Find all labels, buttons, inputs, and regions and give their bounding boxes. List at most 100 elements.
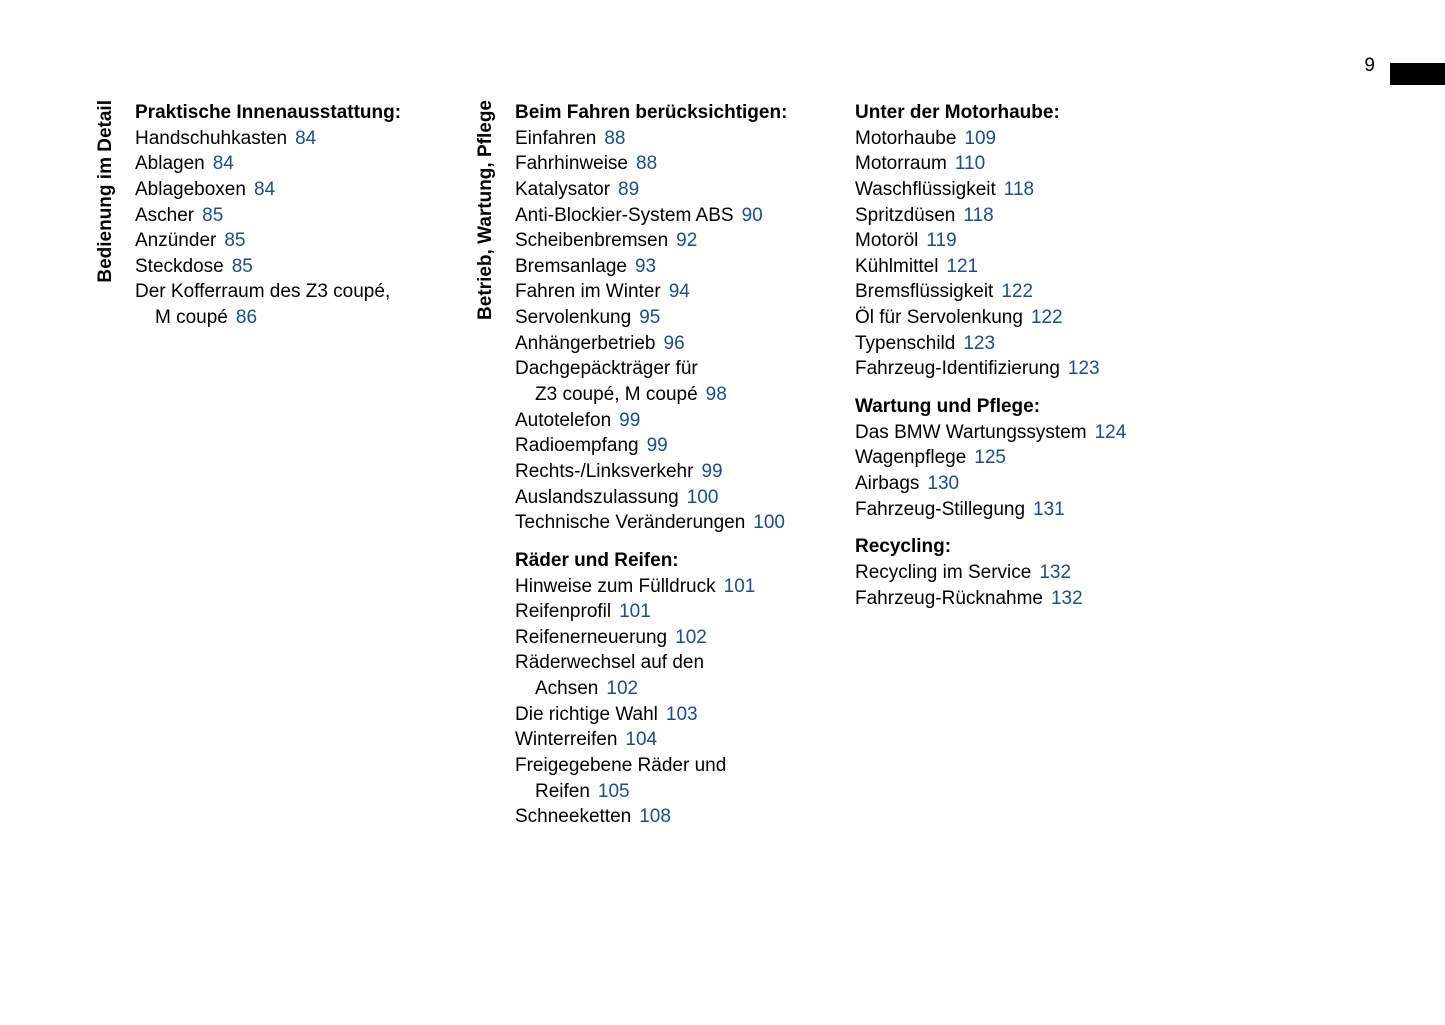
page-reference[interactable]: 85 <box>224 230 245 251</box>
column-content: Unter der Motorhaube:Motorhaube109Motorr… <box>855 100 1126 611</box>
page-reference[interactable]: 122 <box>1031 307 1063 328</box>
toc-entry: Recycling im Service132 <box>855 560 1126 586</box>
page-reference[interactable]: 94 <box>669 281 690 302</box>
toc-entry-text: M coupé <box>135 307 228 328</box>
page-reference[interactable]: 119 <box>926 230 956 251</box>
page-reference[interactable]: 84 <box>295 128 316 149</box>
page-reference[interactable]: 93 <box>635 256 656 277</box>
toc-entry-text: Z3 coupé, M coupé <box>515 384 698 405</box>
page-reference[interactable]: 118 <box>963 205 993 226</box>
toc-entry-text: Hinweise zum Fülldruck <box>515 576 716 597</box>
toc-entry: Katalysator89 <box>515 177 787 203</box>
page-reference[interactable]: 96 <box>664 333 685 354</box>
page-reference[interactable]: 90 <box>742 205 763 226</box>
toc-entry: Kühlmittel 121 <box>855 254 1126 280</box>
toc-entry: Airbags130 <box>855 471 1126 497</box>
toc-entry: Reifenprofil101 <box>515 599 787 625</box>
toc-entry-text: Rechts-/Linksverkehr <box>515 461 693 482</box>
page-reference[interactable]: 104 <box>625 729 657 750</box>
toc-entry: Radioempfang99 <box>515 433 787 459</box>
column-label: Bedienung im Detail <box>95 100 117 283</box>
page-reference[interactable]: 125 <box>974 447 1006 468</box>
page-reference[interactable]: 130 <box>927 473 959 494</box>
page-reference[interactable]: 88 <box>604 128 625 149</box>
toc-entry-text: Autotelefon <box>515 410 611 431</box>
toc-entry-text: Ablageboxen <box>135 179 246 200</box>
page-reference[interactable]: 98 <box>706 384 727 405</box>
toc-entry-text: Wagenpflege <box>855 447 966 468</box>
toc-entry: Räderwechsel auf den <box>515 650 787 676</box>
toc-entry: Reifenerneuerung 102 <box>515 625 787 651</box>
toc-entry-text: Fahrzeug-Stillegung <box>855 499 1025 520</box>
toc-entry-text: Motoröl <box>855 230 918 251</box>
page-reference[interactable]: 92 <box>676 230 697 251</box>
toc-entry: Motorraum110 <box>855 151 1126 177</box>
page-reference[interactable]: 84 <box>213 153 234 174</box>
toc-entry-text: Fahrzeug-Rücknahme <box>855 588 1043 609</box>
page-reference[interactable]: 99 <box>619 410 640 431</box>
page-reference[interactable]: 85 <box>232 256 253 277</box>
toc-entry-text: Reifenerneuerung <box>515 627 667 648</box>
page-reference[interactable]: 131 <box>1033 499 1065 520</box>
page-reference[interactable]: 123 <box>1068 358 1100 379</box>
page-reference[interactable]: 86 <box>236 307 257 328</box>
toc-entry-text: Kühlmittel <box>855 256 938 277</box>
toc-entry: Dachgepäckträger für <box>515 356 787 382</box>
toc-column: Bedienung im Detail Praktische Innenausst… <box>95 100 475 830</box>
page-reference[interactable]: 100 <box>687 487 719 508</box>
toc-entry-text: Anzünder <box>135 230 216 251</box>
page-reference[interactable]: 103 <box>666 704 698 725</box>
page-reference[interactable]: 124 <box>1095 422 1127 443</box>
toc-column: Unter der Motorhaube:Motorhaube109Motorr… <box>855 100 1235 830</box>
page-reference[interactable]: 101 <box>724 576 756 597</box>
section-heading: Praktische Innenausstattung: <box>135 100 401 126</box>
toc-entry-text: Fahren im Winter <box>515 281 661 302</box>
toc-entry: Ablagen84 <box>135 151 401 177</box>
page-reference[interactable]: 102 <box>606 678 638 699</box>
toc-entry-text: Steckdose <box>135 256 224 277</box>
page-reference[interactable]: 102 <box>675 627 707 648</box>
page-number: 9 <box>1364 55 1375 77</box>
toc-entry: Fahrhinweise88 <box>515 151 787 177</box>
page-reference[interactable]: 118 <box>1004 179 1034 200</box>
page-reference[interactable]: 85 <box>202 205 223 226</box>
page-reference[interactable]: 89 <box>618 179 639 200</box>
toc-column: Betrieb, Wartung, PflegeBeim Fahren berü… <box>475 100 855 830</box>
page-reference[interactable]: 95 <box>639 307 660 328</box>
column-content: Beim Fahren berücksichtigen:Einfahren88F… <box>515 100 787 830</box>
toc-entry: Handschuhkasten84 <box>135 126 401 152</box>
page-reference[interactable]: 132 <box>1051 588 1083 609</box>
toc-entry: Steckdose 85 <box>135 254 401 280</box>
toc-entry-text: Waschflüssigkeit <box>855 179 996 200</box>
page-reference[interactable]: 101 <box>619 601 651 622</box>
toc-entry: Freigegebene Räder und <box>515 753 787 779</box>
toc-entry-text: Servolenkung <box>515 307 631 328</box>
toc-entry-continuation: Z3 coupé, M coupé 98 <box>515 382 787 408</box>
page-reference[interactable]: 123 <box>963 333 995 354</box>
toc-entry: Fahrzeug-Identifizierung123 <box>855 356 1126 382</box>
toc-entry: Motoröl 119 <box>855 228 1126 254</box>
page-reference[interactable]: 108 <box>639 806 671 827</box>
page-reference[interactable]: 88 <box>636 153 657 174</box>
page-reference[interactable]: 132 <box>1039 562 1071 583</box>
page-reference[interactable]: 109 <box>964 128 996 149</box>
page-reference[interactable]: 105 <box>598 781 630 802</box>
toc-entry-text: Technische Veränderungen <box>515 512 745 533</box>
page-reference[interactable]: 121 <box>946 256 978 277</box>
page-reference[interactable]: 99 <box>647 435 668 456</box>
page-reference[interactable]: 122 <box>1001 281 1033 302</box>
page-reference[interactable]: 99 <box>701 461 722 482</box>
toc-entry: Fahren im Winter 94 <box>515 279 787 305</box>
toc-entry: Die richtige Wahl103 <box>515 702 787 728</box>
toc-entry: Typenschild123 <box>855 331 1126 357</box>
toc-entry: Öl für Servolenkung122 <box>855 305 1126 331</box>
page-reference[interactable]: 100 <box>753 512 785 533</box>
toc-entry-text: Spritzdüsen <box>855 205 955 226</box>
toc-entry-text: Reifen <box>515 781 590 802</box>
page-reference[interactable]: 110 <box>955 153 985 174</box>
toc-entry-text: Das BMW Wartungssystem <box>855 422 1087 443</box>
toc-entry-text: Auslandszulassung <box>515 487 679 508</box>
toc-entry-text: Bremsflüssigkeit <box>855 281 993 302</box>
toc-entry-text: Bremsanlage <box>515 256 627 277</box>
page-reference[interactable]: 84 <box>254 179 275 200</box>
